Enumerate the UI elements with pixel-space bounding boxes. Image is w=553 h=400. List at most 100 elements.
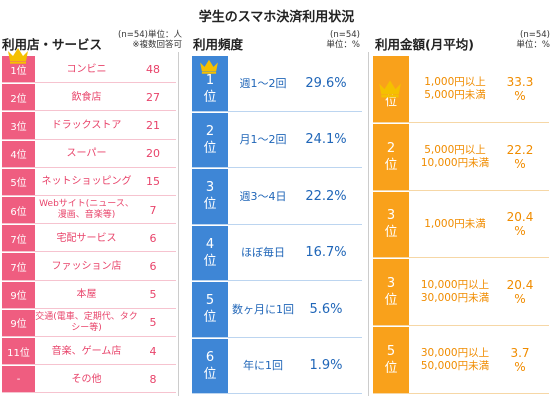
store-rank: - [2, 366, 35, 393]
amount-value-number: 22.2 [506, 142, 534, 157]
store-rank: 9位 [2, 281, 35, 308]
store-rank: 6位 [2, 197, 35, 224]
frequency-value: 16.7% [305, 245, 347, 261]
amount-value-number: 33.3 [506, 74, 534, 89]
store-label: 音楽、ゲーム店 [51, 345, 122, 357]
store-row: - その他 8 [2, 366, 176, 394]
store-value: 7 [149, 203, 157, 217]
crown-icon [8, 48, 28, 64]
frequency-rank-number: 5 [205, 293, 215, 309]
frequency-rank-number: 1 [205, 73, 215, 89]
frequency-label: 週1～2回 [239, 76, 287, 90]
store-value: 20 [146, 147, 160, 161]
amount-rank-number: 2 [386, 140, 396, 156]
amount-value-unit: % [514, 360, 526, 375]
frequency-row: 3 位週3～4日 22.2% [192, 169, 362, 225]
frequency-label: ほぼ毎日 [241, 246, 285, 260]
amount-label: 10,000円以上 30,000円未満 [409, 259, 501, 325]
amount-row: 3 位 1,000円未満 20.4% [373, 191, 549, 259]
amount-label-line1: 30,000円以上 [420, 347, 490, 360]
amount-note: (n=54) 単位：% [508, 30, 550, 50]
amount-rank-number: 3 [386, 208, 396, 224]
amount-row: 5 位 30,000円以上 50,000円未満 3.7% [373, 327, 549, 394]
frequency-label: 数ヶ月に1回 [232, 302, 294, 316]
amount-value-number: 20.4 [506, 210, 534, 225]
frequency-rank-number: 4 [205, 236, 215, 252]
store-label: ネットショッピング [41, 176, 132, 188]
store-row: 7位 ファッション店 6 [2, 253, 176, 281]
frequency-row: 1 位 週1～2回 29.6% [192, 56, 362, 112]
amount-rank-suffix: 位 [384, 361, 398, 377]
store-label: ファッション店 [51, 260, 122, 272]
store-value: 4 [149, 344, 157, 358]
stores-divider [178, 52, 179, 396]
frequency-label: 月1～2回 [239, 133, 287, 147]
frequency-row: 2 位月1～2回 24.1% [192, 112, 362, 168]
store-value: 6 [149, 259, 157, 273]
store-rank: 7位 [2, 225, 35, 252]
frequency-rank-suffix: 位 [203, 366, 217, 382]
amount-row: 2 位 5,000円以上 10,000円未満 22.2% [373, 123, 549, 191]
amount-value: 20.4% [501, 192, 539, 258]
store-rank: 11位 [2, 338, 35, 365]
frequency-rank-suffix: 位 [203, 310, 217, 326]
frequency-label: 週3～4日 [239, 189, 287, 203]
amount-label-line1: 10,000円以上 [420, 279, 490, 292]
stores-section-title: 利用店・サービス [2, 37, 103, 52]
amount-value-unit: % [514, 292, 526, 307]
frequency-rank-suffix: 位 [203, 140, 217, 156]
amount-rank-suffix: 位 [384, 94, 397, 109]
store-rank: 2位 [2, 84, 35, 111]
amount-value-unit: % [514, 88, 526, 103]
frequency-row: 6 位 年に1回 1.9% [192, 338, 362, 394]
store-row: 3位 ドラックストア 21 [2, 112, 176, 140]
store-value: 48 [146, 62, 160, 76]
store-label: 宅配サービス [56, 232, 117, 244]
amount-value-unit: % [514, 224, 526, 239]
amount-label-line2: 50,000円未満 [420, 360, 490, 373]
amount-label-line1: 1,000円未満 [424, 217, 486, 230]
frequency-row: 5 位数ヶ月に1回 5.6% [192, 282, 362, 338]
store-row: 1位 コンビニ 48 [2, 48, 176, 84]
frequency-note-line2: 単位：% [326, 40, 360, 50]
store-row: 6位 Webサイト(ニュース、漫画、音楽等) 7 [2, 197, 176, 225]
amount-value: 22.2% [501, 124, 539, 190]
store-rank: 5位 [2, 168, 35, 195]
store-row: 11位 音楽、ゲーム店 4 [2, 338, 176, 366]
store-row: 9位 交通(電車、定期代、タクシー等) 5 [2, 309, 176, 337]
store-value: 8 [149, 372, 157, 386]
frequency-section-title: 利用頻度 [193, 37, 244, 52]
store-label: その他 [71, 373, 102, 385]
amount-row: 3 位 10,000円以上 30,000円未満 20.4% [373, 259, 549, 327]
frequency-label: 年に1回 [243, 359, 283, 373]
amount-label-line2: 30,000円未満 [420, 292, 490, 305]
store-rank: 4位 [2, 140, 35, 167]
store-label: コンビニ [66, 63, 107, 75]
amount-rank-number: 3 [386, 276, 396, 292]
store-row: 9位 本屋 5 [2, 281, 176, 309]
store-label: 本屋 [76, 289, 97, 301]
amount-value: 20.4% [501, 259, 539, 325]
store-value: 21 [146, 118, 160, 132]
amount-label: 5,000円以上 10,000円未満 [409, 124, 501, 190]
page-title: 学生のスマホ決済利用状況 [198, 10, 355, 25]
amount-label: 1,000円未満 [409, 192, 501, 258]
frequency-rank-suffix: 位 [203, 253, 217, 269]
stores-note: (n=54)単位：人 ※複数回答可 [100, 30, 182, 50]
amount-label: 30,000円以上 50,000円未満 [409, 327, 501, 393]
store-label: 飲食店 [71, 91, 102, 103]
amount-value-number: 3.7 [510, 346, 530, 361]
store-rank: 3位 [2, 112, 35, 139]
frequency-value: 1.9% [309, 358, 343, 374]
stores-note-line1: (n=54)単位：人 [118, 30, 182, 40]
amount-value: 33.3% [501, 56, 539, 122]
store-value: 5 [149, 316, 157, 330]
store-label: 交通(電車、定期代、タクシー等) [35, 311, 138, 333]
amount-label-line1: 1,000円以上 [424, 75, 486, 88]
frequency-note-line1: (n=54) [330, 30, 360, 40]
store-rank: 9位 [2, 309, 35, 336]
